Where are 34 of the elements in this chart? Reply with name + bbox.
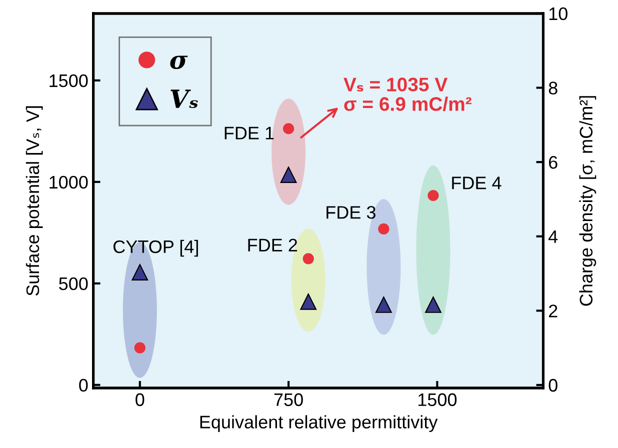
annotation: CYTOP [4] xyxy=(113,240,198,257)
annotation: FDE 3 xyxy=(326,206,376,219)
point xyxy=(425,296,442,313)
y2-axis-title: Charge density [σ, mC/m²] xyxy=(579,96,596,306)
y-tick-label: 0 xyxy=(79,378,88,392)
point xyxy=(428,190,439,202)
point xyxy=(282,123,294,134)
annotation: FDE 4 xyxy=(452,176,502,190)
point xyxy=(132,264,148,280)
point xyxy=(280,166,297,184)
annotation: FDE 2 xyxy=(248,238,298,252)
y2-tick-label: 8 xyxy=(548,82,558,94)
legend-label: σ xyxy=(170,56,188,70)
legend-label: Vₛ xyxy=(170,90,198,108)
x-tick-label: 750 xyxy=(274,393,303,406)
point xyxy=(378,223,390,234)
y-tick-label: 500 xyxy=(59,277,88,290)
y2-tick-label: 10 xyxy=(549,7,568,20)
y-tick-label: 1000 xyxy=(50,176,88,189)
y2-tick-label: 4 xyxy=(548,230,558,243)
point xyxy=(134,342,146,354)
annotation: FDE 1 xyxy=(224,126,274,140)
y2-tick-label: 2 xyxy=(548,304,558,318)
y2-tick-label: 6 xyxy=(549,156,558,169)
x-tick-label: 0 xyxy=(136,393,144,406)
y-tick-label: 1500 xyxy=(50,74,88,88)
point xyxy=(375,296,392,313)
annotation: Vₛ = 1035 V σ = 6.9 mC/m² xyxy=(344,78,472,112)
y-axis-title: Surface potential [Vₛ, V] xyxy=(26,106,43,296)
x-tick-label: 1500 xyxy=(418,393,457,406)
y2-tick-label: 0 xyxy=(548,378,558,392)
x-axis-title: Equivalent relative permittivity xyxy=(200,415,438,432)
point xyxy=(302,253,314,264)
point xyxy=(300,294,317,310)
